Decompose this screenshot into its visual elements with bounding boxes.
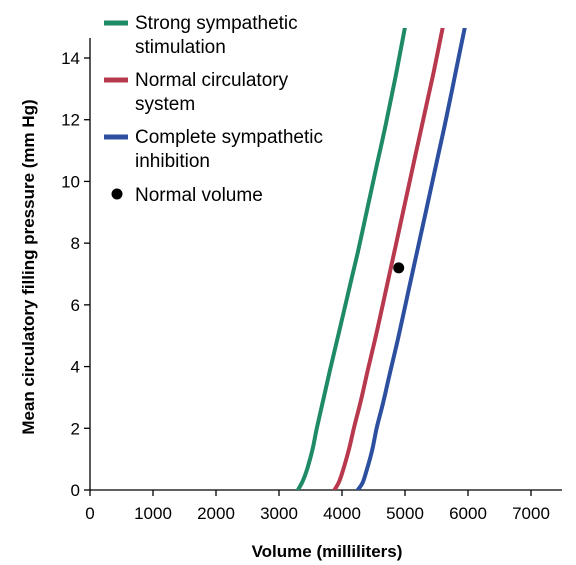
x-tick-label: 3000 (260, 504, 298, 523)
y-ticks: 0 2 4 6 8 10 12 14 (61, 49, 90, 500)
x-axis-title: Volume (milliliters) (252, 542, 403, 561)
y-tick-label: 6 (71, 296, 80, 315)
y-tick-label: 14 (61, 49, 80, 68)
markers (393, 262, 405, 274)
legend-label-complete-inhibition-line2: inhibition (135, 151, 210, 172)
x-ticks: 0 1000 2000 3000 4000 5000 6000 7000 (85, 490, 550, 523)
normal-volume-point (393, 262, 405, 274)
y-tick-label: 12 (61, 111, 80, 130)
x-tick-label: 2000 (197, 504, 235, 523)
legend-label-normal-circulatory-line2: system (135, 94, 195, 115)
series-strong-sympathetic-stimulation (295, 28, 407, 490)
series-complete-sympathetic-inhibition (355, 28, 467, 490)
legend-label-complete-inhibition-line1: Complete sympathetic (135, 127, 323, 148)
y-tick-label: 2 (71, 419, 80, 438)
legend-label-normal-circulatory-line1: Normal circulatory (135, 70, 289, 91)
y-tick-label: 4 (71, 358, 80, 377)
y-tick-label: 10 (61, 172, 80, 191)
curves (295, 28, 467, 490)
legend-marker-normal-volume (111, 188, 123, 200)
x-tick-label: 1000 (134, 504, 172, 523)
y-tick-label: 8 (71, 234, 80, 253)
y-tick-label: 0 (71, 481, 80, 500)
x-tick-label: 7000 (512, 504, 550, 523)
legend-label-strong-sympathetic-line1: Strong sympathetic (135, 13, 298, 34)
legend-label-strong-sympathetic-line2: stimulation (135, 37, 226, 58)
legend-label-normal-volume: Normal volume (135, 185, 263, 206)
x-tick-label: 0 (85, 504, 94, 523)
x-tick-label: 5000 (386, 504, 424, 523)
legend: Strong sympathetic stimulation Normal ci… (104, 13, 323, 206)
y-axis-title: Mean circulatory filling pressure (mm Hg… (19, 99, 38, 434)
series-normal-circulatory-system (332, 28, 445, 490)
x-tick-label: 6000 (449, 504, 487, 523)
x-tick-label: 4000 (323, 504, 361, 523)
